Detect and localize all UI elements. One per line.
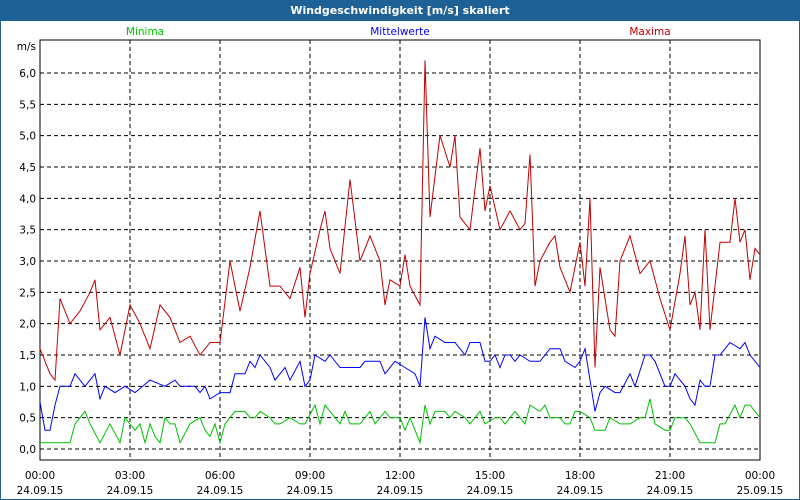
window-title: Windgeschwindigkeit [m/s] skaliert [1,1,799,21]
y-ticks: 0,0 0,5 1,0 1,5 2,0 2,5 3,0 3,5 4,0 4,5 5,0 5,5 6,0 [19,68,36,456]
series-line-minima [40,398,761,445]
y-tick-label: 3,5 [19,225,36,237]
x-tick-time: 03:00 [115,470,145,482]
x-tick-time: 06:00 [205,470,235,482]
series [39,60,761,445]
x-tick-date: 24.09.15 [197,485,244,497]
x-tick-time: 12:00 [385,470,415,482]
plot-frame [39,39,761,461]
y-tick-label: 0,5 [19,413,36,425]
grid [40,40,760,460]
x-tick-time: 21:00 [655,470,685,482]
y-tick-label: 0,0 [19,444,36,456]
x-ticks: 00:00 24.09.15 03:00 24.09.15 06:00 24.09.15 0… [17,470,784,497]
y-tick-label: 2,5 [19,287,36,299]
y-tick-label: 1,0 [19,381,36,393]
legend: Minima Mittelwerte Maxima [126,26,671,38]
y-tick-label: 6,0 [19,68,36,80]
x-tick-date: 24.09.15 [287,485,334,497]
y-tick-label: 2,0 [19,319,36,331]
y-axis-label: m/s [17,41,36,53]
legend-minima: Minima [126,26,164,38]
x-tick-time: 00:00 [25,470,55,482]
x-tick-time: 18:00 [565,470,595,482]
legend-maxima: Maxima [629,26,670,38]
series-line-mittelwerte [39,317,761,431]
y-tick-label: 5,0 [19,131,36,143]
x-tick-date: 24.09.15 [467,485,514,497]
x-tick-time: 00:00 [745,470,775,482]
y-tick-label: 5,5 [19,99,36,111]
y-tick-label: 4,5 [19,162,36,174]
x-tick-date: 24.09.15 [107,485,154,497]
x-tick-date: 24.09.15 [647,485,694,497]
y-tick-label: 3,0 [19,256,36,268]
x-tick-date: 24.09.15 [17,485,64,497]
y-tick-label: 1,5 [19,350,36,362]
x-tick-time: 09:00 [295,470,325,482]
x-tick-date: 25.09.15 [737,485,784,497]
y-tick-label: 4,0 [19,193,36,205]
legend-mittelwerte: Mittelwerte [370,26,430,38]
x-tick-date: 24.09.15 [377,485,424,497]
series-line-maxima [39,60,761,382]
x-tick-date: 24.09.15 [557,485,604,497]
x-tick-time: 15:00 [475,470,505,482]
